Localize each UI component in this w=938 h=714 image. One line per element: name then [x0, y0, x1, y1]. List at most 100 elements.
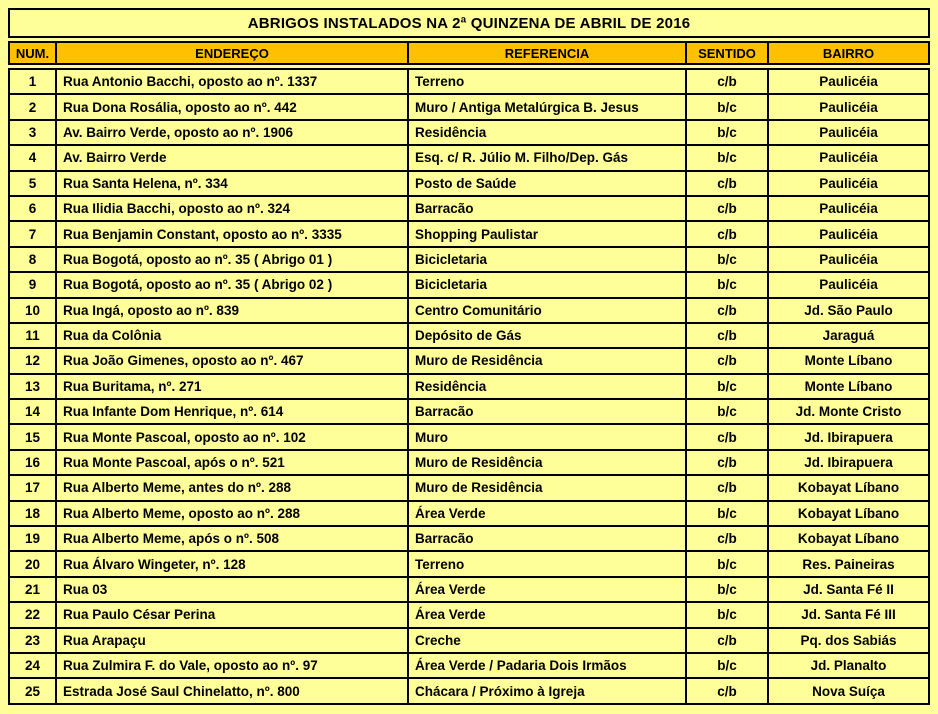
page-title: ABRIGOS INSTALADOS NA 2ª QUINZENA DE ABR… [247, 14, 691, 32]
num-cell: 10 [10, 298, 55, 322]
bairro-cell: Jd. Ibirapuera [769, 425, 928, 449]
num-cell: 21 [10, 577, 55, 602]
bairro-cell: Jd. Santa Fé II [769, 577, 928, 602]
sentido-cell: c/b [687, 196, 767, 221]
column-header-sentido: SENTIDO [687, 43, 767, 63]
num-cell: 7 [10, 222, 55, 246]
endereco-cell: Rua da Colônia [57, 323, 407, 348]
num-cell: 13 [10, 374, 55, 399]
endereco-cell: Rua Alberto Meme, após o nº. 508 [57, 527, 407, 551]
sentido-cell: c/b [687, 679, 767, 703]
referencia-cell: Muro [409, 425, 685, 449]
endereco-cell: Rua Zulmira F. do Vale, oposto ao nº. 97 [57, 653, 407, 678]
bairro-cell: Paulicéia [769, 196, 928, 221]
num-cell: 24 [10, 653, 55, 678]
num-cell: 9 [10, 273, 55, 297]
referencia-cell: Muro / Antiga Metalúrgica B. Jesus [409, 95, 685, 119]
endereco-cell: Rua 03 [57, 577, 407, 602]
sentido-cell: c/b [687, 171, 767, 195]
referencia-cell: Bicicletaria [409, 247, 685, 272]
endereco-cell: Estrada José Saul Chinelatto, nº. 800 [57, 679, 407, 703]
sentido-cell: b/c [687, 603, 767, 627]
num-cell: 12 [10, 349, 55, 373]
endereco-cell: Rua João Gimenes, oposto ao nº. 467 [57, 349, 407, 373]
column-header-endereco: ENDEREÇO [57, 43, 407, 63]
referencia-cell: Posto de Saúde [409, 171, 685, 195]
num-cell: 1 [10, 70, 55, 94]
endereco-cell: Rua Monte Pascoal, oposto ao nº. 102 [57, 425, 407, 449]
endereco-cell: Rua Alberto Meme, antes do nº. 288 [57, 476, 407, 500]
referencia-cell: Bicicletaria [409, 273, 685, 297]
endereco-cell: Av. Bairro Verde [57, 146, 407, 170]
referencia-cell: Área Verde [409, 577, 685, 602]
sentido-cell: c/b [687, 349, 767, 373]
bairro-cell: Paulicéia [769, 222, 928, 246]
num-cell: 22 [10, 603, 55, 627]
endereco-cell: Av. Bairro Verde, oposto ao nº. 1906 [57, 120, 407, 145]
num-cell: 19 [10, 527, 55, 551]
bairro-cell: Nova Suíça [769, 679, 928, 703]
referencia-cell: Barracão [409, 196, 685, 221]
sentido-cell: b/c [687, 577, 767, 602]
bairro-cell: Paulicéia [769, 171, 928, 195]
sentido-cell: c/b [687, 450, 767, 475]
bairro-cell: Monte Líbano [769, 349, 928, 373]
endereco-cell: Rua Alberto Meme, oposto ao nº. 288 [57, 501, 407, 526]
bairro-cell: Jd. São Paulo [769, 298, 928, 322]
sentido-cell: b/c [687, 552, 767, 576]
bairro-cell: Jd. Santa Fé III [769, 603, 928, 627]
referencia-cell: Barracão [409, 400, 685, 424]
endereco-cell: Rua Infante Dom Henrique, nº. 614 [57, 400, 407, 424]
bairro-cell: Res. Paineiras [769, 552, 928, 576]
num-cell: 5 [10, 171, 55, 195]
bairro-cell: Paulicéia [769, 247, 928, 272]
column-header-referencia: REFERENCIA [409, 43, 685, 63]
sentido-cell: b/c [687, 501, 767, 526]
referencia-cell: Área Verde [409, 603, 685, 627]
bairro-cell: Kobayat Líbano [769, 476, 928, 500]
referencia-cell: Muro de Residência [409, 476, 685, 500]
sentido-cell: b/c [687, 374, 767, 399]
sentido-cell: c/b [687, 323, 767, 348]
num-cell: 2 [10, 95, 55, 119]
sentido-cell: c/b [687, 222, 767, 246]
endereco-cell: Rua Antonio Bacchi, oposto ao nº. 1337 [57, 70, 407, 94]
table-title-box: ABRIGOS INSTALADOS NA 2ª QUINZENA DE ABR… [8, 8, 930, 38]
endereco-cell: Rua Arapaçu [57, 628, 407, 652]
referencia-cell: Muro de Residência [409, 349, 685, 373]
bairro-cell: Paulicéia [769, 120, 928, 145]
table-body: 1 Rua Antonio Bacchi, oposto ao nº. 1337 T… [8, 68, 930, 705]
num-cell: 15 [10, 425, 55, 449]
num-cell: 23 [10, 628, 55, 652]
endereco-cell: Rua Bogotá, oposto ao nº. 35 ( Abrigo 02… [57, 273, 407, 297]
sentido-cell: b/c [687, 273, 767, 297]
endereco-cell: Rua Dona Rosália, oposto ao nº. 442 [57, 95, 407, 119]
referencia-cell: Área Verde / Padaria Dois Irmãos [409, 653, 685, 678]
num-cell: 18 [10, 501, 55, 526]
sentido-cell: c/b [687, 425, 767, 449]
bairro-cell: Monte Líbano [769, 374, 928, 399]
endereco-cell: Rua Ilidia Bacchi, oposto ao nº. 324 [57, 196, 407, 221]
sentido-cell: c/b [687, 476, 767, 500]
referencia-cell: Área Verde [409, 501, 685, 526]
num-cell: 11 [10, 323, 55, 348]
num-cell: 14 [10, 400, 55, 424]
num-cell: 17 [10, 476, 55, 500]
endereco-cell: Rua Ingá, oposto ao nº. 839 [57, 298, 407, 322]
referencia-cell: Muro de Residência [409, 450, 685, 475]
bairro-cell: Paulicéia [769, 146, 928, 170]
bairro-cell: Paulicéia [769, 70, 928, 94]
referencia-cell: Terreno [409, 552, 685, 576]
endereco-cell: Rua Bogotá, oposto ao nº. 35 ( Abrigo 01… [57, 247, 407, 272]
referencia-cell: Residência [409, 120, 685, 145]
endereco-cell: Rua Monte Pascoal, após o nº. 521 [57, 450, 407, 475]
sentido-cell: b/c [687, 400, 767, 424]
bairro-cell: Kobayat Líbano [769, 501, 928, 526]
bairro-cell: Jd. Monte Cristo [769, 400, 928, 424]
sentido-cell: b/c [687, 95, 767, 119]
endereco-cell: Rua Paulo César Perina [57, 603, 407, 627]
sentido-cell: b/c [687, 247, 767, 272]
referencia-cell: Residência [409, 374, 685, 399]
sentido-cell: b/c [687, 653, 767, 678]
